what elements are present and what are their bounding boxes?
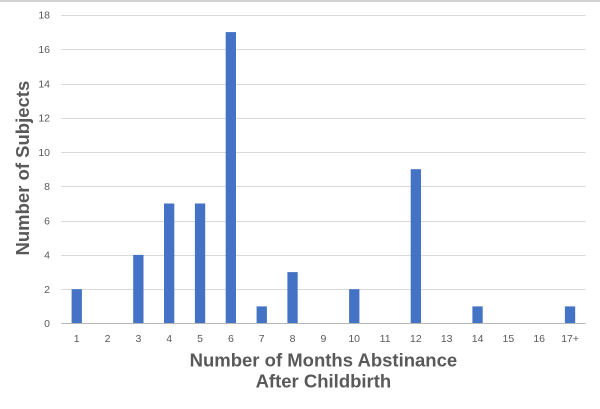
svg-text:16: 16 [38,44,50,56]
svg-text:6: 6 [228,333,234,345]
svg-text:1: 1 [74,333,80,345]
svg-text:Number of Months Abstinance: Number of Months Abstinance [190,349,458,370]
svg-text:12: 12 [38,113,50,125]
svg-text:4: 4 [166,333,172,345]
svg-text:14: 14 [38,78,50,90]
svg-text:3: 3 [135,333,141,345]
svg-text:15: 15 [503,333,515,345]
svg-text:16: 16 [533,333,545,345]
svg-text:17+: 17+ [561,333,579,345]
svg-text:8: 8 [290,333,296,345]
svg-text:14: 14 [472,333,484,345]
svg-text:10: 10 [38,147,50,159]
svg-text:18: 18 [38,10,50,22]
svg-text:8: 8 [44,181,50,193]
svg-text:7: 7 [259,333,265,345]
svg-text:11: 11 [380,333,391,345]
svg-text:5: 5 [197,333,203,345]
svg-text:Number of Subjects: Number of Subjects [12,81,33,256]
svg-text:13: 13 [441,333,453,345]
svg-text:0: 0 [44,318,50,330]
svg-text:2: 2 [105,333,111,345]
svg-text:6: 6 [44,215,50,227]
svg-text:10: 10 [348,333,360,345]
svg-text:After Childbirth: After Childbirth [256,370,392,391]
svg-text:2: 2 [44,284,50,296]
svg-text:12: 12 [410,333,422,345]
svg-text:9: 9 [320,333,326,345]
svg-text:4: 4 [44,250,50,262]
